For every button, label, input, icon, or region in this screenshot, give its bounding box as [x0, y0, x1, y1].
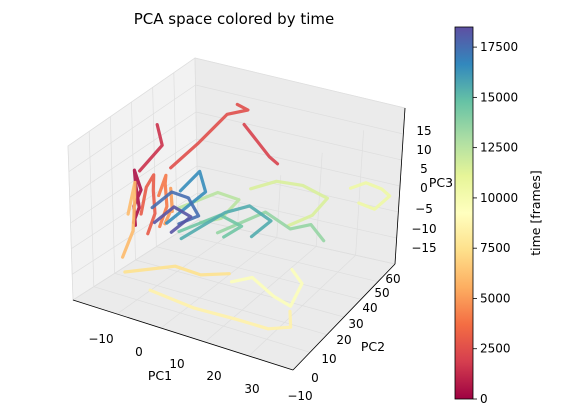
z-axis-label: PC3: [429, 175, 453, 190]
grid-line: [195, 111, 402, 161]
y-ticks: −10 0 10 20 30 40 50 60: [287, 272, 400, 403]
colorbar-tick-label: 2500: [480, 342, 511, 356]
colorbar-tick-label: 15000: [480, 90, 518, 104]
trajectory-trace: [229, 267, 304, 308]
grid-line: [355, 130, 364, 256]
x-ticks: −10 0 10 20 30: [88, 332, 259, 396]
trajectory-trace: [139, 173, 157, 236]
trajectory-trace: [152, 205, 193, 234]
grid-line: [135, 259, 345, 318]
x-axis-label: PC1: [148, 368, 172, 383]
colorbar-tick-label: 17500: [480, 40, 518, 54]
grid-line: [68, 84, 196, 172]
grid-line: [197, 192, 397, 239]
data-traces: [120, 102, 392, 331]
colorbar-tick-label: 0: [480, 392, 488, 406]
colorbar-ticks: 17500 15000 12500 10000 7500 5000 2500 0: [473, 40, 518, 406]
grid-line: [67, 57, 196, 147]
z-tick: 5: [420, 162, 428, 176]
z-tick: 10: [416, 143, 431, 157]
grid-line: [69, 111, 197, 198]
trajectory-trace: [242, 122, 280, 166]
trajectory-trace: [249, 179, 329, 228]
grid-line: [195, 84, 404, 135]
y-axis-label: PC2: [361, 339, 385, 354]
colorbar: [454, 26, 474, 400]
x-tick: 10: [169, 357, 184, 371]
y-axis-line: [292, 263, 396, 371]
y-tick: 0: [311, 371, 319, 385]
y-tick: 10: [321, 352, 336, 366]
axis-edges: [72, 107, 406, 371]
grid-line: [71, 192, 198, 275]
chart-title: PCA space colored by time: [134, 10, 335, 28]
grid-line: [196, 138, 401, 187]
trajectory-trace: [165, 169, 208, 225]
colorbar-label: time [frames]: [528, 170, 543, 256]
grid-line: [72, 219, 199, 301]
y-tick: 50: [374, 286, 389, 300]
z-tick: −15: [411, 241, 436, 255]
x-axis-line: [72, 299, 294, 371]
x-tick: 30: [244, 382, 259, 396]
trajectory-trace: [150, 190, 201, 226]
colorbar-tick-label: 10000: [480, 191, 518, 205]
z-tick: −10: [411, 222, 436, 236]
grid-line: [177, 232, 379, 283]
y-tick: 40: [362, 301, 377, 315]
grid-line: [93, 286, 311, 353]
trajectory-trace: [348, 181, 392, 211]
trajectory-trace: [123, 264, 231, 277]
grid-line: [156, 246, 362, 300]
x-tick: 0: [135, 345, 143, 359]
y-tick: 30: [348, 317, 363, 331]
trajectory-trace: [148, 288, 293, 331]
x-tick: 20: [206, 369, 221, 383]
colorbar-tick-label: 12500: [480, 141, 518, 155]
colorbar-tick-label: 5000: [480, 291, 511, 305]
z-tick: 15: [416, 124, 431, 138]
z-tick: −5: [415, 202, 433, 216]
grid-line: [276, 175, 282, 238]
axes-panes: [67, 57, 406, 371]
x-tick: −10: [88, 332, 113, 346]
z-ticks: 15 10 5 0 −5 −10 −15: [411, 124, 436, 255]
grid-line: [194, 57, 406, 109]
y-tick: 20: [336, 333, 351, 347]
y-tick: −10: [287, 389, 312, 403]
z-tick: 0: [420, 181, 428, 195]
colorbar-tick-label: 7500: [480, 241, 511, 255]
grid-line: [70, 138, 197, 224]
y-tick: 60: [385, 272, 400, 286]
trajectory-trace: [163, 186, 174, 226]
z-axis-line: [394, 107, 406, 265]
trajectory-trace: [179, 204, 273, 241]
trajectory-trace: [169, 102, 250, 170]
trajectory-trace: [138, 122, 164, 173]
trajectory-trace: [120, 180, 137, 259]
